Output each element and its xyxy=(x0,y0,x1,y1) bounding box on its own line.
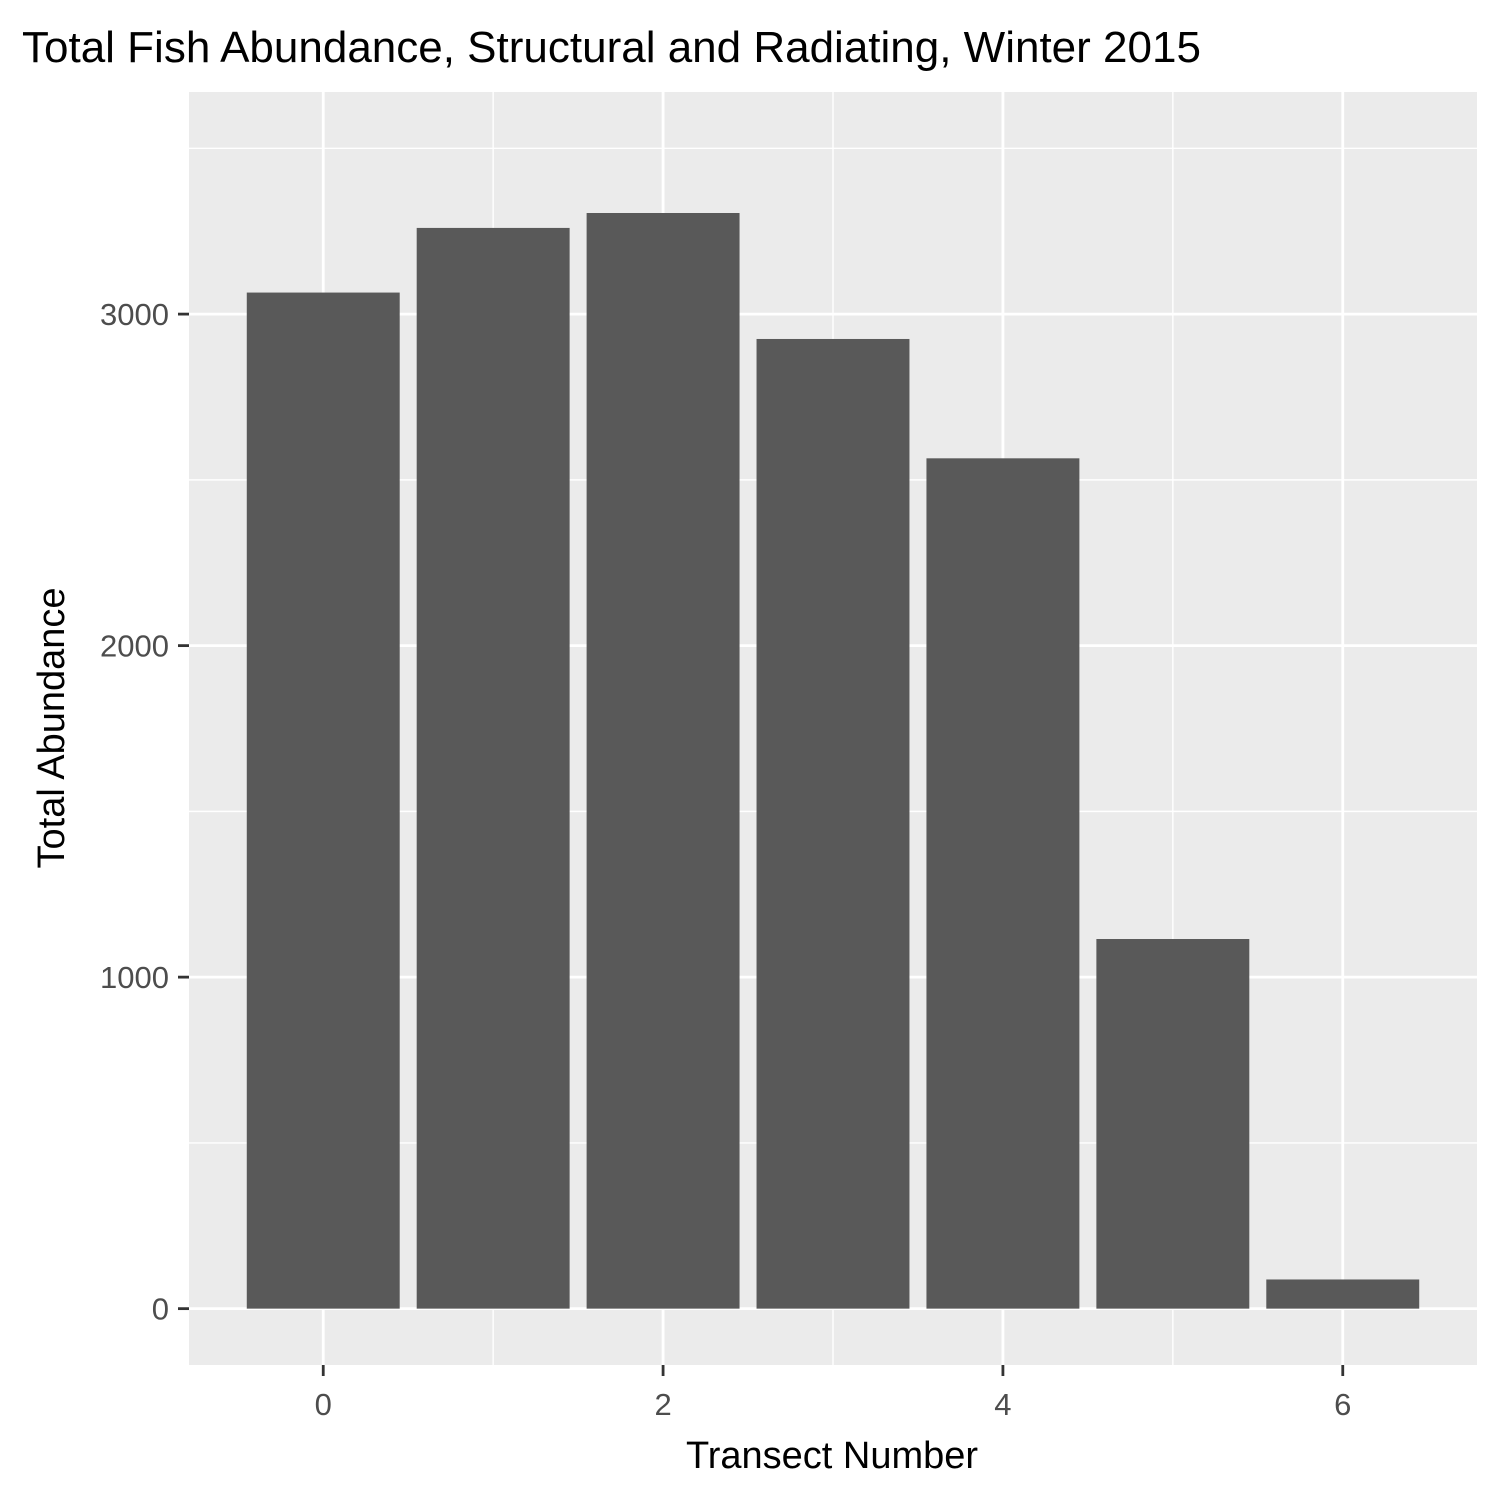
axes: 0 1000 2000 3000 0 2 4 6 xyxy=(100,297,1351,1422)
x-tick-label: 4 xyxy=(994,1387,1011,1422)
y-tick-label: 2000 xyxy=(100,629,169,664)
chart-title: Total Fish Abundance, Structural and Rad… xyxy=(22,23,1201,72)
y-tick-label: 1000 xyxy=(100,960,169,995)
bars xyxy=(246,213,1420,1309)
x-tick-label: 0 xyxy=(315,1387,332,1422)
bar-transect-3 xyxy=(756,338,910,1309)
bar-transect-0 xyxy=(246,292,400,1309)
bar-transect-1 xyxy=(416,227,570,1309)
x-axis-title: Transect Number xyxy=(686,1435,978,1477)
bar-transect-4 xyxy=(926,458,1080,1309)
y-tick-label: 3000 xyxy=(100,297,169,332)
y-axis-title: Total Abundance xyxy=(31,587,73,868)
x-tick-label: 6 xyxy=(1334,1387,1351,1422)
bar-transect-2 xyxy=(586,213,740,1309)
x-tick-label: 2 xyxy=(654,1387,671,1422)
bar-transect-6 xyxy=(1266,1279,1420,1309)
bar-transect-5 xyxy=(1096,939,1250,1309)
y-tick-label: 0 xyxy=(152,1292,169,1327)
